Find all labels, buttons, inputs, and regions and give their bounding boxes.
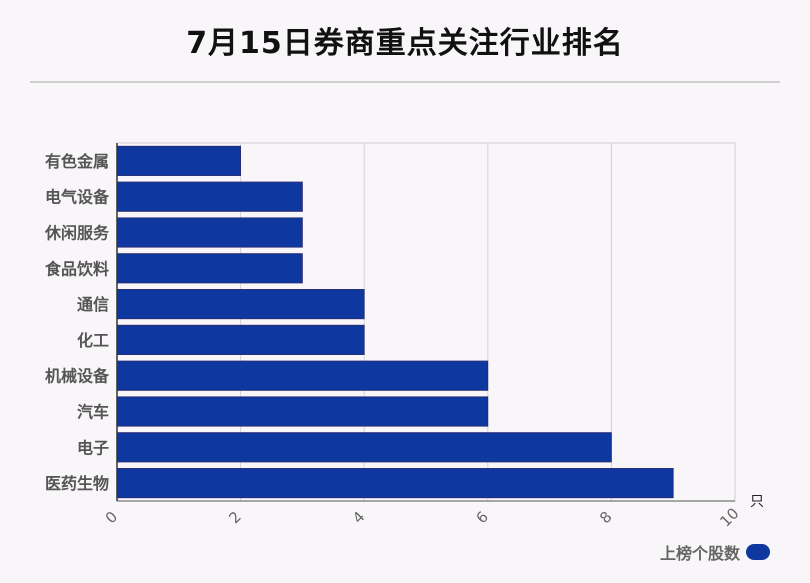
bar xyxy=(116,181,303,212)
category-label: 休闲服务 xyxy=(44,224,110,243)
bar xyxy=(116,145,241,176)
legend-label: 上榜个股数 xyxy=(659,544,740,563)
x-tick-label: 4 xyxy=(349,508,368,527)
category-label: 医药生物 xyxy=(45,474,109,493)
category-label: 机械设备 xyxy=(45,367,110,386)
legend: 上榜个股数 xyxy=(660,540,770,564)
bar xyxy=(116,289,365,320)
bar xyxy=(116,360,489,391)
category-label: 电气设备 xyxy=(45,188,110,207)
title-divider xyxy=(30,81,780,83)
legend-swatch xyxy=(746,544,770,560)
category-label: 化工 xyxy=(77,331,109,350)
x-tick-label: 2 xyxy=(225,508,244,527)
bar xyxy=(116,468,674,499)
bar xyxy=(116,324,365,355)
bar xyxy=(116,217,303,248)
x-axis-unit: 只 xyxy=(750,494,764,510)
x-tick-label: 0 xyxy=(102,508,121,527)
bar xyxy=(116,396,489,427)
bar xyxy=(116,432,612,463)
category-label: 汽车 xyxy=(77,403,109,422)
category-label: 电子 xyxy=(77,438,109,457)
category-label: 通信 xyxy=(77,295,109,314)
category-label: 有色金属 xyxy=(45,152,109,171)
x-tick-label: 6 xyxy=(473,508,492,527)
category-label: 食品饮料 xyxy=(44,259,109,278)
bar xyxy=(116,253,303,284)
chart-title: 7月15日券商重点关注行业排名 xyxy=(186,26,624,61)
x-tick-label: 8 xyxy=(596,508,615,527)
x-tick-label: 10 xyxy=(716,504,742,530)
